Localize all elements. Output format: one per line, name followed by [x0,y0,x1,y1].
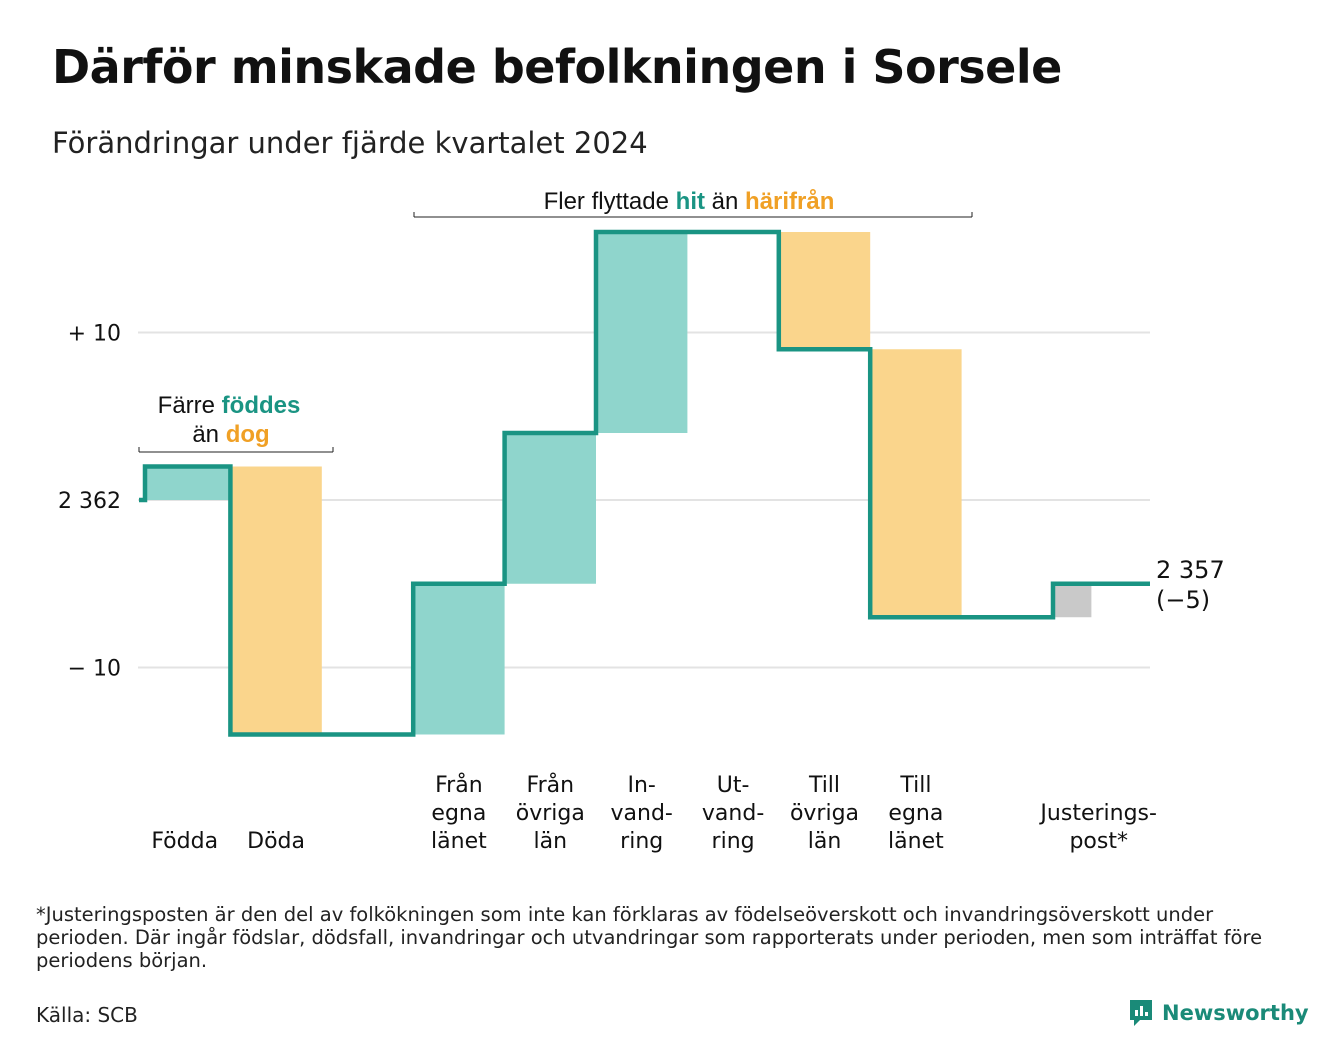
end-label-line: 2 357 [1156,556,1225,584]
category-label: vand- [611,801,673,826]
category-label: Födda [151,829,218,854]
category-label: Från [435,772,483,798]
migration-annotation: Fler flyttade hit än härifrån [413,188,973,218]
bar-inflow [413,583,505,735]
y-tick-labels: + 10 2 362 − 10 [58,322,121,682]
births-annotation: Färre föddes än dog [138,392,334,453]
category-label: övriga [516,801,585,826]
category-label: länet [888,829,944,854]
cumulative-step-line [139,229,1150,737]
category-label: egna [431,801,486,826]
newsworthy-icon [1130,1000,1152,1026]
category-label: Från [527,772,575,798]
category-label: ring [712,829,755,854]
category-label: Ut- [717,773,750,798]
bar-inflow [504,433,596,584]
category-label: län [534,829,568,854]
end-label-line: (−5) [1156,586,1210,614]
step-line [139,229,1150,737]
category-label: vand- [702,801,764,826]
bars [145,232,1092,735]
category-label: länet [431,829,487,854]
brand-name: Newsworthy [1162,1001,1309,1025]
category-label: Till [808,773,840,798]
category-label: ring [620,829,663,854]
end-value-label: 2 357(−5) [1156,556,1225,614]
category-label: post* [1069,829,1128,854]
footnote: *Justeringsposten är den del av folkökni… [36,903,1263,972]
category-labels: Födda Döda Från egna länet Från övriga län In-va… [151,772,1157,854]
y-tick-label: + 10 [68,322,121,347]
births-annotation-line1: Färre föddes [158,392,301,419]
bar-outflow [778,232,871,350]
category-label: Till [899,773,931,798]
category-label: län [808,829,842,854]
y-tick-label: 2 362 [58,489,121,514]
category-label: Justerings- [1038,801,1157,826]
newsworthy-logo[interactable]: Newsworthy [1128,997,1309,1029]
category-label: In- [628,773,656,798]
bar-outflow [870,349,962,618]
bar-inflow [596,232,688,433]
migration-annotation-text: Fler flyttade hit än härifrån [544,188,835,215]
chart-title: Därför minskade befolkningen i Sorsele [52,40,1062,94]
bar-inflow [145,466,231,500]
bar-outflow [230,466,322,735]
bar-adjustment [1053,583,1092,618]
y-tick-label: − 10 [68,657,121,682]
births-annotation-line2: än dog [192,421,269,448]
category-label: övriga [790,801,859,826]
chart-subtitle: Förändringar under fjärde kvartalet 2024 [52,126,648,160]
source-note: Källa: SCB [36,1003,138,1027]
category-label: Döda [247,829,305,854]
category-label: egna [888,801,943,826]
waterfall-chart: + 10 2 362 − 10 Födda Döda Från egna länet Från… [58,188,1225,854]
